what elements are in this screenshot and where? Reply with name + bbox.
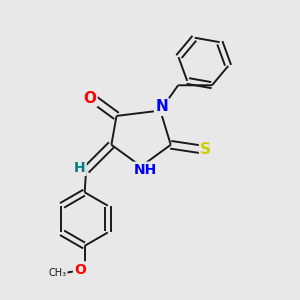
Text: H: H — [74, 161, 85, 175]
Text: O: O — [74, 262, 86, 277]
Text: N: N — [155, 100, 168, 115]
Text: O: O — [83, 91, 96, 106]
Text: S: S — [200, 142, 211, 157]
Text: NH: NH — [134, 163, 157, 177]
Text: CH₃: CH₃ — [49, 268, 67, 278]
